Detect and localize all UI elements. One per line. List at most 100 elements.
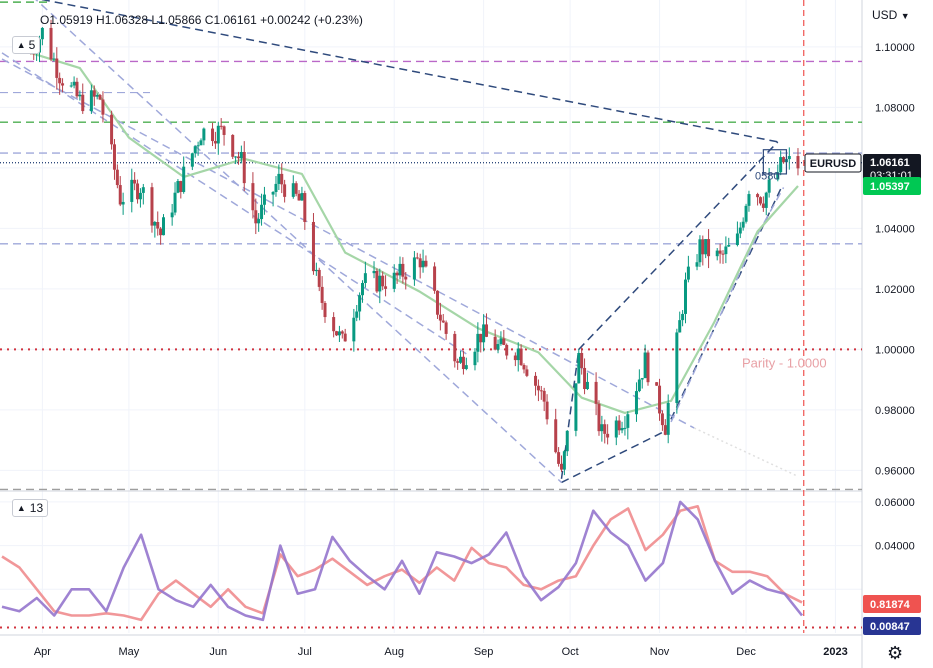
candle-up	[764, 192, 768, 208]
consolidation-box	[762, 149, 788, 175]
candle-up	[360, 282, 364, 296]
period-value: 5	[28, 38, 36, 52]
chevron-up-icon: ▲	[16, 40, 26, 50]
grid-layer	[0, 0, 863, 668]
channel-upper	[578, 141, 779, 350]
ohlc-values: O1.05919 H1.06328 L1.05866 C1.06161 +0.0…	[40, 13, 363, 27]
candle-up	[355, 311, 359, 318]
candle-up	[476, 333, 480, 352]
time-tick-label: Nov	[650, 646, 670, 658]
candle-up	[173, 192, 177, 213]
candle-down	[660, 413, 664, 426]
candle-up	[623, 427, 627, 429]
candle-up	[585, 381, 589, 390]
candle-down	[115, 169, 119, 186]
time-tick-label: Jun	[209, 646, 227, 658]
candle-up	[89, 90, 93, 112]
candle-down	[343, 333, 347, 342]
candle-down	[594, 381, 598, 404]
candle-down	[663, 425, 667, 435]
candle-up	[182, 166, 186, 192]
candle-down	[219, 125, 223, 127]
candle-up	[52, 58, 56, 60]
candle-down	[415, 257, 419, 259]
currency-selector[interactable]: USD ▼	[872, 8, 910, 22]
candle-up	[162, 217, 166, 236]
candle-down	[707, 239, 711, 257]
candle-down	[418, 258, 422, 268]
last-price-tag	[863, 154, 921, 185]
channel-connector	[560, 349, 580, 479]
candle-up	[378, 275, 382, 292]
time-tick-label: Apr	[34, 646, 51, 658]
candle-up	[277, 173, 281, 184]
candle-up	[398, 263, 402, 276]
candle-down	[401, 263, 405, 277]
candle-down	[133, 179, 137, 184]
candle-down	[332, 317, 336, 332]
candle-up	[130, 179, 134, 202]
candle-up	[574, 383, 578, 431]
candle-down	[323, 302, 327, 318]
gear-icon[interactable]: ⚙	[887, 643, 904, 663]
candle-down	[554, 419, 558, 453]
collapse-legend-button[interactable]: ▲ 5	[12, 36, 40, 54]
candle-down	[311, 221, 315, 272]
candle-up	[176, 181, 180, 193]
candle-down	[513, 355, 517, 361]
candle-down	[61, 83, 65, 86]
candle-up	[724, 246, 728, 255]
candle-up	[141, 187, 145, 193]
candle-down	[98, 95, 102, 100]
ma-price-tag	[863, 177, 921, 196]
candle-up	[412, 257, 416, 280]
candle-down	[646, 352, 650, 383]
candle-down	[159, 228, 163, 236]
candle-down	[280, 173, 284, 185]
time-tick-label: 2023	[823, 646, 847, 658]
candle-down	[320, 286, 324, 303]
candle-up	[747, 194, 751, 206]
candle-up	[459, 356, 463, 363]
candle-down	[453, 333, 457, 362]
indicator-toggle-button[interactable]: ▲ 13	[12, 499, 48, 517]
candle-down	[236, 156, 240, 159]
candle-down	[539, 390, 543, 392]
candle-up	[202, 128, 206, 141]
candle-down	[101, 99, 105, 115]
candle-down	[251, 183, 255, 211]
candle-down	[536, 385, 540, 391]
candle-up	[666, 403, 670, 435]
candle-up	[199, 140, 203, 146]
candle-down	[58, 77, 62, 84]
candle-up	[686, 266, 690, 280]
candle-down	[658, 385, 662, 414]
price-tick-label: 1.04000	[875, 223, 915, 235]
candle-layer[interactable]	[29, 19, 800, 476]
candle-down	[179, 181, 183, 192]
candle-down	[603, 424, 607, 434]
falling-channel-upper	[1, 52, 467, 355]
candle-down	[701, 239, 705, 255]
candle-down	[136, 183, 140, 200]
price-tick-label: 0.98000	[875, 405, 915, 417]
candle-down	[456, 361, 460, 363]
candle-up	[69, 85, 73, 87]
candle-up	[337, 331, 341, 336]
candle-up	[271, 192, 275, 195]
projection-line	[693, 427, 799, 478]
currency-label: USD	[872, 8, 898, 22]
candle-down	[395, 272, 399, 276]
price-tick-label: 1.00000	[875, 344, 915, 356]
candle-down	[213, 141, 217, 144]
candle-up	[620, 428, 624, 431]
candle-up	[262, 194, 266, 205]
candle-up	[153, 222, 157, 226]
candle-up	[678, 320, 682, 333]
candle-down	[211, 128, 215, 142]
candle-down	[254, 210, 258, 224]
ma-price-value: 1.05397	[870, 181, 910, 193]
channel-lower	[561, 430, 666, 484]
candle-down	[493, 336, 497, 350]
